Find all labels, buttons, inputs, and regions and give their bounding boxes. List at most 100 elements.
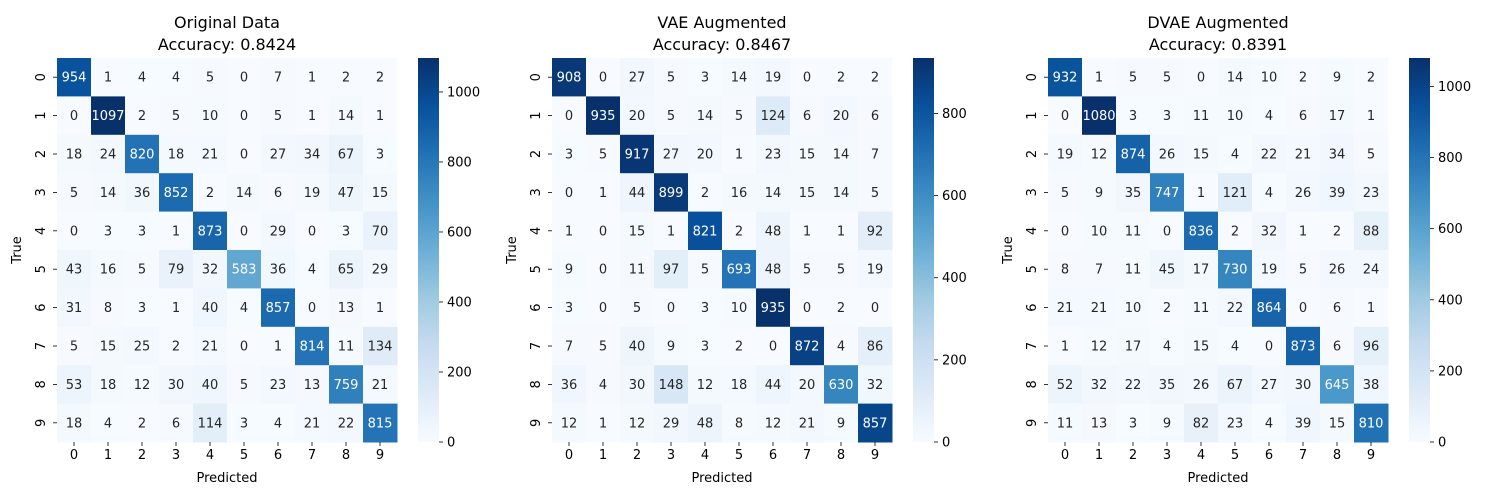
cell-value-label: 3 xyxy=(565,301,573,316)
y-tick-label: 8 xyxy=(1025,380,1040,388)
cell-value-label: 2 xyxy=(871,71,879,86)
heatmap-cell xyxy=(125,250,160,289)
cell-value-label: 43 xyxy=(66,263,83,278)
cell-value-label: 8 xyxy=(735,416,743,431)
heatmap-cell xyxy=(91,403,126,443)
heatmap-cell xyxy=(824,134,859,174)
heatmap-cell xyxy=(261,288,296,328)
y-tick-label: 7 xyxy=(529,342,544,350)
cell-value-label: 4 xyxy=(1265,186,1273,201)
cell-value-label: 5 xyxy=(837,263,845,278)
heatmap-cell xyxy=(858,96,893,136)
cell-value-label: 34 xyxy=(304,148,321,163)
colorbar xyxy=(1409,58,1430,442)
cell-value-label: 67 xyxy=(1227,378,1244,393)
x-tick-label: 4 xyxy=(1197,448,1205,463)
heatmap-cell xyxy=(159,288,194,328)
heatmap-cell xyxy=(261,250,296,289)
heatmap-cell xyxy=(756,173,791,213)
heatmap-cell xyxy=(329,326,364,366)
cell-value-label: 18 xyxy=(100,378,117,393)
heatmap-cell xyxy=(620,96,655,136)
cell-value-label: 24 xyxy=(1363,263,1380,278)
cell-value-label: 20 xyxy=(833,109,850,124)
cell-value-label: 5 xyxy=(70,186,78,201)
heatmap-cell xyxy=(329,96,364,136)
cell-value-label: 11 xyxy=(1125,263,1142,278)
cell-value-label: 30 xyxy=(629,378,646,393)
heatmap-cell xyxy=(688,173,723,213)
heatmap-cell xyxy=(756,326,791,366)
heatmap-cell xyxy=(688,96,723,136)
cell-value-label: 1 xyxy=(1299,224,1307,239)
cell-value-label: 1 xyxy=(565,224,573,239)
heatmap-cell xyxy=(363,250,398,289)
cell-value-label: 10 xyxy=(731,301,748,316)
heatmap-cell xyxy=(329,288,364,328)
cell-value-label: 121 xyxy=(1223,186,1248,201)
colorbar-tick-label: 200 xyxy=(942,353,967,368)
heatmap-cell xyxy=(91,134,126,174)
heatmap-cell xyxy=(586,250,621,289)
cell-value-label: 0 xyxy=(565,186,573,201)
x-tick-label: 3 xyxy=(1163,448,1171,463)
cell-value-label: 3 xyxy=(1129,416,1137,431)
heatmap-cell xyxy=(1354,58,1389,97)
heatmap-cell xyxy=(1252,58,1287,97)
cell-value-label: 917 xyxy=(625,148,650,163)
heatmap-cell xyxy=(295,288,330,328)
heatmap-cell xyxy=(1116,250,1151,289)
cell-value-label: 0 xyxy=(308,224,316,239)
heatmap-cell xyxy=(159,365,194,405)
heatmap-cell xyxy=(620,173,655,213)
cell-value-label: 34 xyxy=(1329,148,1346,163)
heatmap-cell xyxy=(363,365,398,405)
cell-value-label: 0 xyxy=(240,109,248,124)
heatmap-cell xyxy=(1116,365,1151,405)
heatmap-cell xyxy=(1150,365,1185,405)
panel-title: DVAE Augmented xyxy=(1147,13,1288,32)
cell-value-label: 36 xyxy=(270,263,287,278)
cell-value-label: 38 xyxy=(1363,378,1380,393)
heatmap-cell xyxy=(1116,96,1151,136)
heatmap-cell xyxy=(227,326,262,366)
heatmap-cell xyxy=(125,288,160,328)
cell-value-label: 148 xyxy=(659,378,684,393)
cell-value-label: 821 xyxy=(693,224,718,239)
cell-value-label: 5 xyxy=(667,109,675,124)
heatmap-cell xyxy=(363,288,398,328)
cell-value-label: 2 xyxy=(735,224,743,239)
heatmap-cell xyxy=(552,250,587,289)
heatmap-cell xyxy=(363,58,398,97)
cell-value-label: 759 xyxy=(334,378,359,393)
cell-value-label: 2 xyxy=(837,301,845,316)
heatmap-cell xyxy=(1150,173,1185,213)
y-tick-label: 0 xyxy=(34,73,49,81)
cell-value-label: 2 xyxy=(1367,71,1375,86)
cell-value-label: 21 xyxy=(1057,301,1074,316)
heatmap-cell xyxy=(57,288,92,328)
cell-value-label: 7 xyxy=(565,340,573,355)
cell-value-label: 6 xyxy=(1299,109,1307,124)
cell-value-label: 7 xyxy=(1095,263,1103,278)
cell-value-label: 3 xyxy=(138,301,146,316)
heatmap-cell xyxy=(295,403,330,443)
cell-value-label: 7 xyxy=(274,71,282,86)
cell-value-label: 5 xyxy=(1129,71,1137,86)
y-tick-label: 5 xyxy=(1025,265,1040,273)
cell-value-label: 2 xyxy=(701,186,709,201)
cell-value-label: 932 xyxy=(1053,71,1078,86)
cell-value-label: 820 xyxy=(130,148,155,163)
cell-value-label: 36 xyxy=(561,378,578,393)
heatmap-cell xyxy=(1252,96,1287,136)
heatmap-cell xyxy=(91,250,126,289)
cell-value-label: 873 xyxy=(198,224,223,239)
heatmap-cell xyxy=(620,211,655,251)
cell-value-label: 9 xyxy=(1163,416,1171,431)
cell-value-label: 15 xyxy=(799,186,816,201)
cell-value-label: 29 xyxy=(372,263,389,278)
x-tick-label: 7 xyxy=(1299,448,1307,463)
heatmap-cell xyxy=(858,403,893,443)
